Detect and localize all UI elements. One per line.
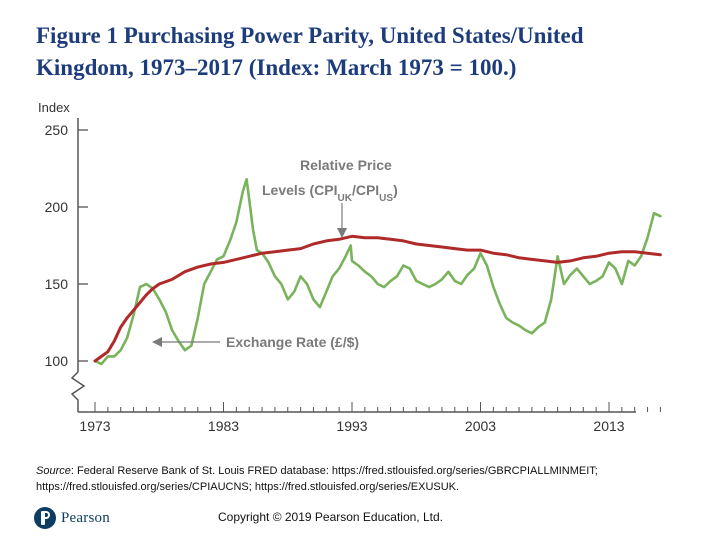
exchange-rate-arrow-head bbox=[152, 337, 162, 347]
x-tick-label: 2003 bbox=[465, 418, 496, 434]
y-tick-label: 200 bbox=[45, 199, 69, 215]
relative-price-line bbox=[93, 234, 662, 363]
annotation-text-part: /CPI bbox=[352, 182, 379, 198]
pearson-logo-text: Pearson bbox=[61, 509, 110, 526]
y-axis-label: Index bbox=[38, 100, 70, 115]
y-tick-label: 100 bbox=[45, 353, 69, 369]
relative-price-arrow-head bbox=[337, 228, 347, 238]
copyright-notice: Copyright © 2019 Pearson Education, Ltd. bbox=[218, 510, 443, 524]
relative-price-annotation-line-2: Levels (CPIUK/CPIUS) bbox=[262, 182, 398, 204]
source-label: Source bbox=[36, 465, 71, 477]
y-axis-break bbox=[70, 371, 86, 412]
x-tick-label: 1993 bbox=[336, 418, 367, 434]
x-tick-label: 1973 bbox=[79, 418, 110, 434]
exchange-rate-line bbox=[93, 178, 662, 366]
y-tick-label: 250 bbox=[45, 122, 69, 138]
x-tick-label: 2013 bbox=[593, 418, 624, 434]
source-note: Source: Federal Reserve Bank of St. Loui… bbox=[36, 463, 696, 495]
relative-price-annotation-line-1: Relative Price bbox=[300, 157, 392, 173]
x-tick-label: 1983 bbox=[208, 418, 239, 434]
figure-title-line-1: Figure 1 Purchasing Power Parity, United… bbox=[36, 23, 584, 48]
cpi-subscript: UK bbox=[337, 193, 352, 204]
source-text: : Federal Reserve Bank of St. Louis FRED… bbox=[36, 465, 598, 493]
figure-title-line-2: Kingdom, 1973–2017 (Index: March 1973 = … bbox=[36, 55, 517, 80]
y-tick-label: 150 bbox=[45, 276, 69, 292]
pearson-p-icon bbox=[34, 507, 56, 529]
figure-title: Figure 1 Purchasing Power Parity, United… bbox=[36, 20, 696, 84]
annotation-text-part: ) bbox=[393, 182, 398, 198]
annotation-text-part: Levels (CPI bbox=[262, 182, 337, 198]
cpi-subscript: US bbox=[379, 193, 393, 204]
exchange-rate-annotation: Exchange Rate (£/$) bbox=[226, 334, 359, 350]
pearson-logo: Pearson bbox=[34, 506, 110, 530]
